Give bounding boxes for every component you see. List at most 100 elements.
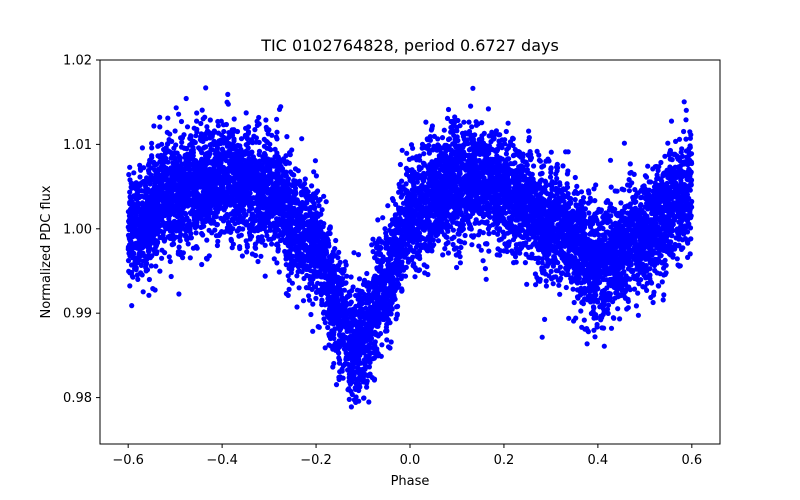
data-point bbox=[665, 140, 671, 146]
data-point bbox=[348, 274, 354, 280]
data-point bbox=[556, 282, 562, 288]
data-point bbox=[193, 230, 199, 236]
data-point bbox=[676, 136, 683, 142]
data-point bbox=[379, 342, 385, 348]
data-point bbox=[289, 171, 295, 177]
data-point bbox=[335, 255, 341, 261]
data-point bbox=[159, 255, 165, 261]
data-point bbox=[645, 163, 651, 169]
data-point bbox=[161, 238, 167, 244]
data-point bbox=[323, 199, 329, 205]
data-point bbox=[336, 249, 342, 255]
data-point bbox=[584, 341, 590, 347]
data-point bbox=[654, 270, 660, 276]
data-point bbox=[225, 219, 231, 226]
data-point bbox=[572, 197, 578, 203]
data-point bbox=[524, 281, 530, 287]
data-point bbox=[469, 242, 475, 248]
data-point bbox=[586, 210, 592, 216]
data-point bbox=[683, 107, 689, 113]
data-point bbox=[608, 325, 615, 331]
data-point bbox=[375, 217, 381, 223]
data-point bbox=[244, 244, 250, 250]
data-point bbox=[618, 200, 624, 206]
data-point bbox=[169, 242, 175, 248]
data-point bbox=[650, 166, 656, 172]
data-point bbox=[566, 315, 572, 321]
data-point bbox=[681, 99, 687, 105]
data-point bbox=[309, 183, 315, 189]
data-point bbox=[246, 156, 252, 162]
data-point bbox=[331, 335, 337, 341]
data-point bbox=[311, 169, 317, 175]
data-point bbox=[685, 254, 691, 260]
data-point bbox=[450, 241, 456, 248]
data-point bbox=[397, 184, 403, 190]
data-point bbox=[306, 297, 313, 303]
data-point bbox=[626, 188, 633, 194]
data-point bbox=[203, 85, 209, 91]
data-point bbox=[412, 274, 418, 280]
data-point bbox=[149, 145, 155, 151]
data-point bbox=[558, 275, 564, 281]
data-point bbox=[550, 281, 556, 287]
data-point bbox=[633, 303, 640, 309]
data-point bbox=[469, 124, 475, 130]
data-point bbox=[149, 153, 155, 159]
data-point bbox=[313, 295, 319, 301]
data-point bbox=[139, 145, 145, 151]
data-point bbox=[627, 161, 633, 167]
data-point bbox=[445, 250, 451, 256]
data-point bbox=[146, 292, 152, 298]
data-point bbox=[404, 150, 410, 156]
data-point bbox=[439, 135, 446, 141]
data-point bbox=[627, 287, 633, 293]
data-point bbox=[258, 253, 264, 259]
data-point bbox=[274, 116, 280, 122]
data-point bbox=[446, 136, 453, 142]
data-point bbox=[207, 117, 213, 123]
data-point bbox=[480, 258, 486, 264]
data-point bbox=[361, 395, 367, 401]
data-point bbox=[193, 133, 199, 139]
data-point bbox=[393, 201, 399, 207]
data-point bbox=[187, 255, 193, 261]
data-point bbox=[399, 288, 405, 294]
data-point bbox=[542, 316, 548, 322]
data-points bbox=[125, 85, 695, 410]
data-point bbox=[408, 142, 415, 148]
data-point bbox=[505, 120, 511, 126]
data-point bbox=[571, 299, 577, 306]
data-point bbox=[310, 328, 316, 334]
data-point bbox=[423, 119, 429, 125]
data-point bbox=[564, 171, 571, 177]
data-point bbox=[548, 149, 554, 155]
data-point bbox=[287, 152, 293, 158]
data-point bbox=[252, 127, 258, 133]
data-point bbox=[543, 283, 550, 289]
data-point bbox=[168, 273, 174, 280]
data-point bbox=[673, 138, 679, 144]
data-point bbox=[480, 230, 486, 236]
data-point bbox=[296, 285, 302, 291]
data-point bbox=[385, 203, 391, 209]
data-point bbox=[681, 128, 687, 135]
data-point bbox=[313, 173, 319, 179]
data-point bbox=[176, 244, 182, 250]
data-point bbox=[608, 213, 614, 219]
data-point bbox=[199, 107, 205, 113]
data-point bbox=[244, 249, 250, 255]
data-point bbox=[461, 119, 467, 125]
data-point bbox=[215, 238, 221, 244]
data-point bbox=[303, 186, 309, 192]
data-point bbox=[327, 230, 333, 237]
data-point bbox=[642, 173, 649, 179]
data-point bbox=[148, 263, 154, 269]
data-point bbox=[137, 174, 143, 180]
data-point bbox=[665, 174, 671, 180]
data-point bbox=[155, 143, 161, 149]
data-point bbox=[455, 137, 461, 144]
data-point bbox=[468, 226, 474, 232]
data-point bbox=[661, 292, 667, 298]
data-point bbox=[286, 286, 292, 292]
